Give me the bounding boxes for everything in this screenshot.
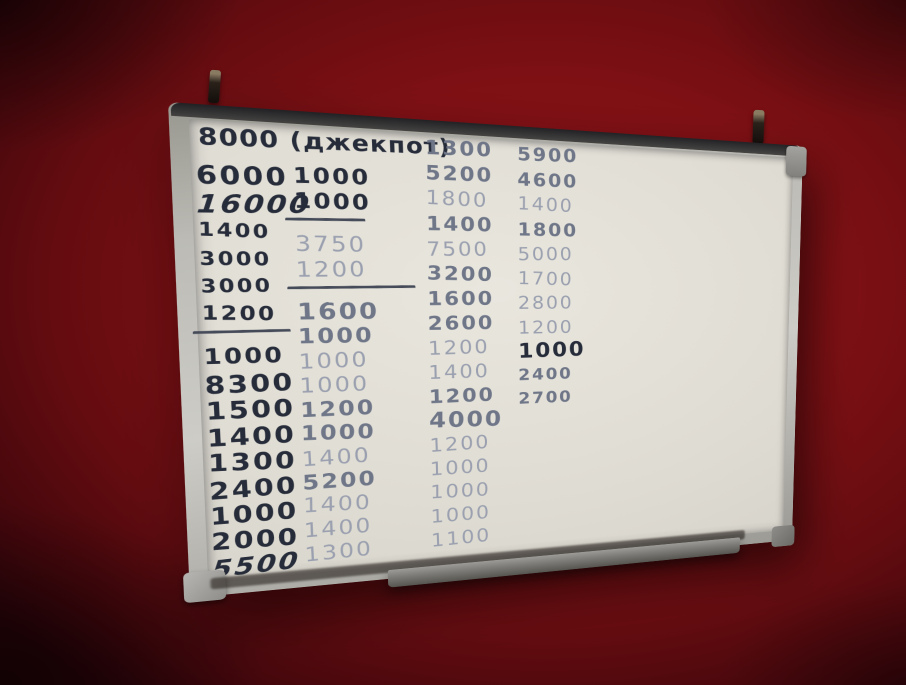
board-number: 1700 xyxy=(517,266,574,290)
board-number: 4600 xyxy=(517,167,579,192)
board-number: 7500 xyxy=(426,237,490,260)
whiteboard-surface: 8000 (джекпот) 6000 16000 1400 3000 3000 1200… xyxy=(188,119,794,584)
whiteboard: 8000 (джекпот) 6000 16000 1400 3000 3000 1200… xyxy=(168,102,807,604)
board-number: 2800 xyxy=(517,291,574,314)
mounting-hook-left xyxy=(207,69,222,104)
board-number: 1400 xyxy=(517,191,574,217)
board-number: 1000 xyxy=(517,337,586,363)
board-number: 3750 xyxy=(294,231,367,257)
board-number: 2400 xyxy=(518,364,573,385)
board-number: 1200 xyxy=(427,335,490,360)
board-number: 1300 xyxy=(424,135,494,161)
board-number: 1600 xyxy=(426,287,495,310)
board-number: 3200 xyxy=(426,261,494,286)
number-column-3: 1300 5200 1800 1400 7500 3200 1600 2600 1200 1400… xyxy=(425,133,504,551)
board-number: 1200 xyxy=(295,257,368,283)
mounting-hook-right xyxy=(752,109,765,145)
frame-corner-cap-bottom-right xyxy=(771,524,795,548)
board-number: 1200 xyxy=(428,383,495,408)
board-number: 1000 xyxy=(293,188,372,216)
board-number: 1400 xyxy=(425,211,494,236)
board-number: 1000 xyxy=(292,163,371,190)
board-number: 5900 xyxy=(516,142,579,167)
board-number: 5200 xyxy=(425,160,494,186)
board-number: 1800 xyxy=(425,185,489,212)
number-column-2: 1000 1000 3750 1200 1600 1000 1000 1000 1200 1000… xyxy=(284,162,421,567)
sum-line xyxy=(284,217,366,232)
board-number: 1400 xyxy=(428,359,490,384)
board-number: 1200 xyxy=(517,315,574,338)
frame-corner-cap-top-right xyxy=(785,145,807,177)
board-number: 1600 xyxy=(296,297,380,326)
board-number: 1800 xyxy=(517,217,579,241)
board-number: 2700 xyxy=(518,387,573,409)
board-number: 2600 xyxy=(427,311,495,335)
number-column-4: 5900 4600 1400 1800 5000 1700 2800 1200 1000 2400… xyxy=(517,140,586,411)
board-number: 5000 xyxy=(517,242,574,265)
board-number: 1000 xyxy=(297,323,375,349)
